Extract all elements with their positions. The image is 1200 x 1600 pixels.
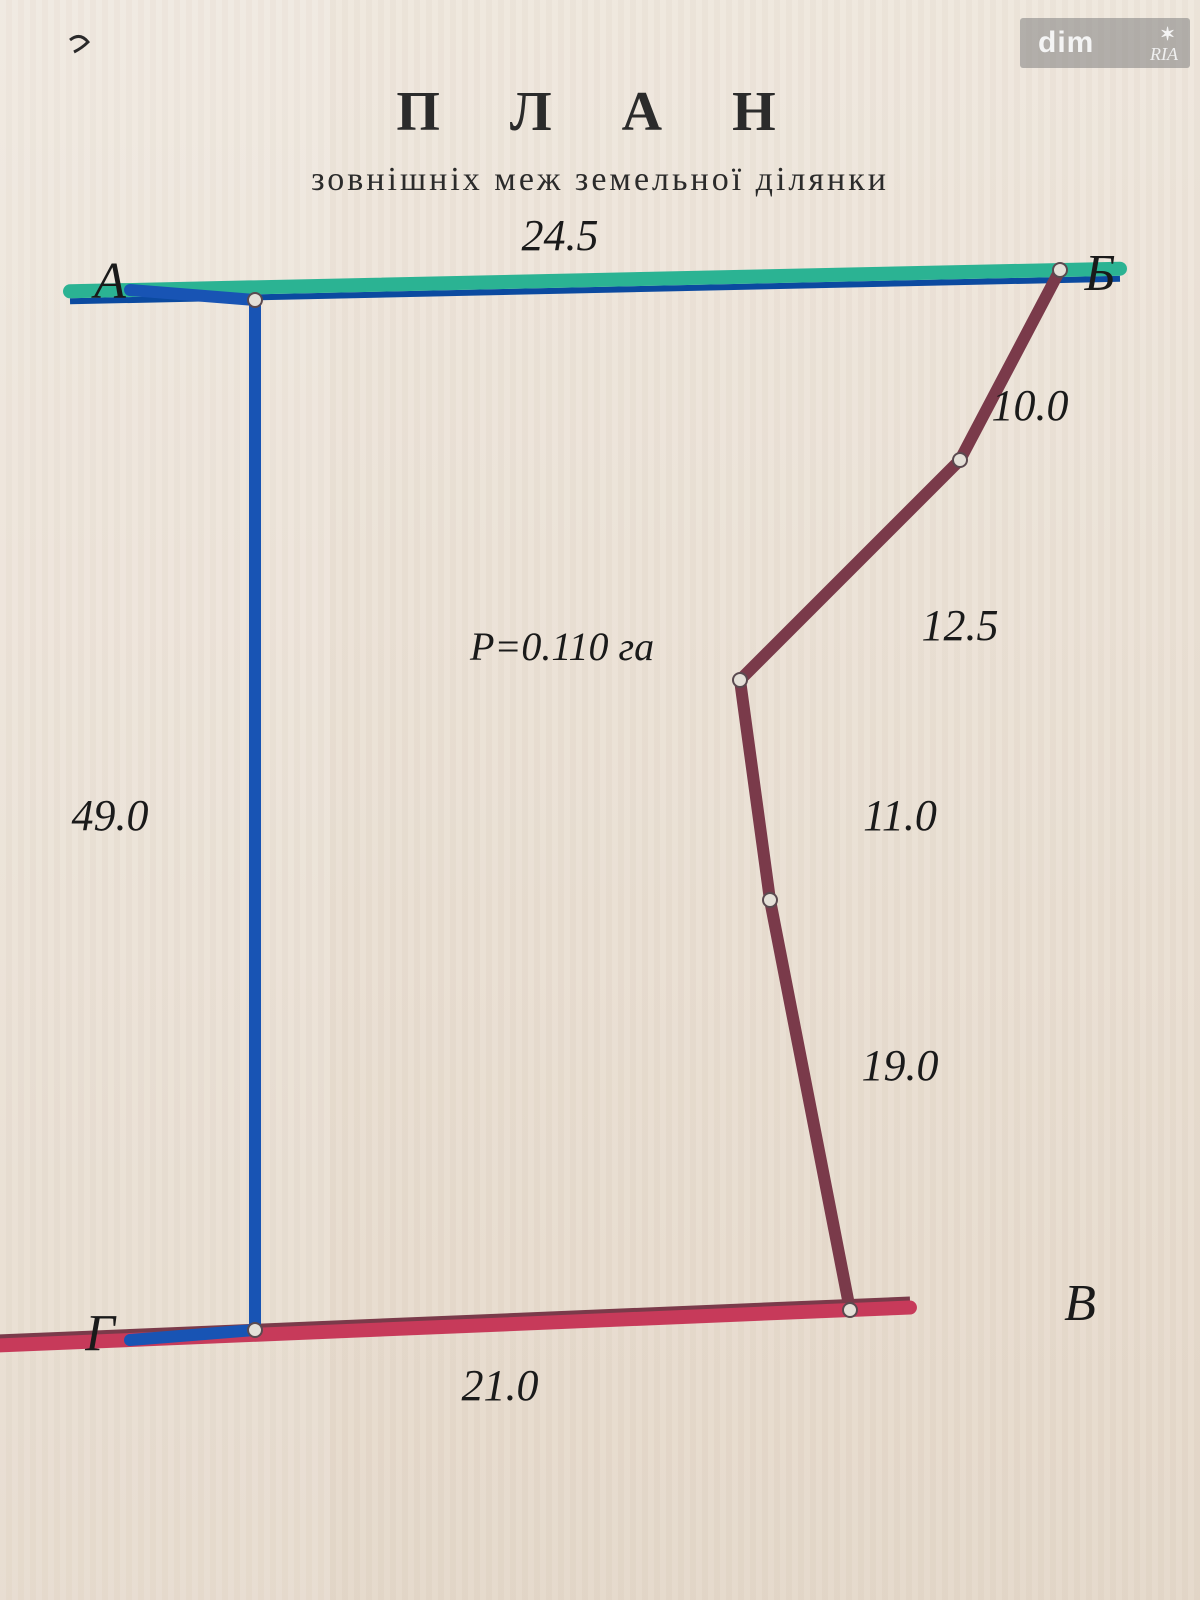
vertex-label-V: В xyxy=(1064,1275,1096,1332)
land-plot-plan: П Л А Н зовнішніх меж земельної ділянки 24… xyxy=(0,0,1200,1600)
title-sub: зовнішніх меж земельної ділянки xyxy=(311,161,889,198)
vertex-label-G: Г xyxy=(84,1305,117,1362)
dim-bot: 21.0 xyxy=(462,1361,539,1410)
vertex-label-A: А xyxy=(91,253,126,310)
area-label: P=0.110 га xyxy=(469,624,654,669)
watermark-text-main: dim xyxy=(1038,26,1094,59)
node-p1 xyxy=(953,453,967,467)
dim-r2: 12.5 xyxy=(922,601,999,650)
watermark-star-icon: ✶ xyxy=(1160,24,1176,44)
node-A_inner xyxy=(248,293,262,307)
node-p2 xyxy=(733,673,747,687)
watermark-text-sub: RIA xyxy=(1149,44,1179,64)
title-main: П Л А Н xyxy=(396,81,803,143)
vertex-label-B: Б xyxy=(1084,245,1116,302)
dim-r4: 19.0 xyxy=(862,1041,939,1090)
node-G_inner xyxy=(248,1323,262,1337)
dim-top: 24.5 xyxy=(522,211,599,260)
node-V xyxy=(843,1303,857,1317)
dim-r1: 10.0 xyxy=(992,381,1069,430)
paper-highlight xyxy=(0,0,330,1600)
node-B xyxy=(1053,263,1067,277)
dim-r3: 11.0 xyxy=(863,791,937,840)
dim-left: 49.0 xyxy=(72,791,149,840)
node-p3 xyxy=(763,893,777,907)
